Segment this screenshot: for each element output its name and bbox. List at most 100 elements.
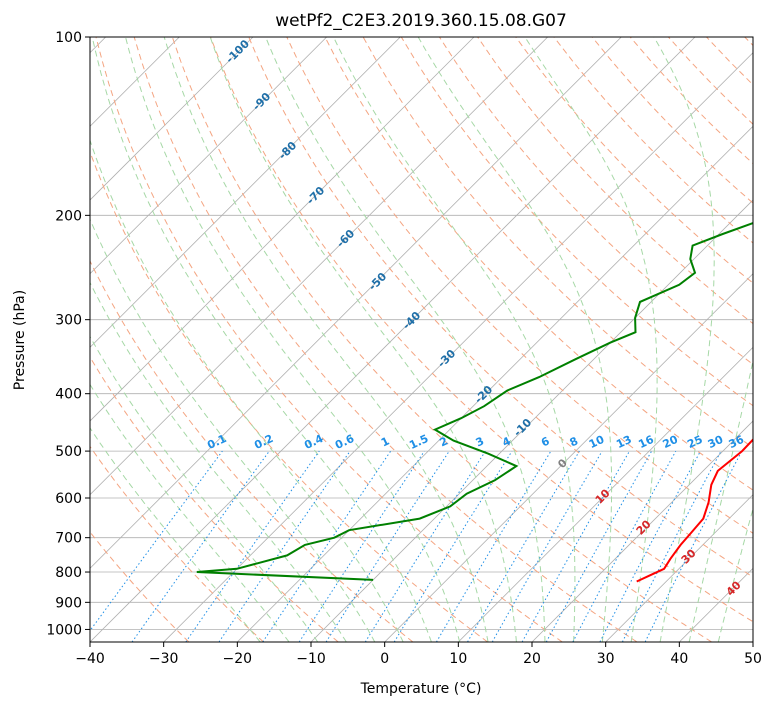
moist-adiabat-line xyxy=(524,37,658,642)
isotherm-line xyxy=(384,273,753,642)
mixing-ratio-lines xyxy=(90,450,743,642)
x-tick-label: 50 xyxy=(744,651,762,667)
x-tick-label: −20 xyxy=(223,651,253,667)
x-tick-label: −40 xyxy=(75,651,105,667)
isobar-grid xyxy=(90,37,753,630)
dry-adiabat-line xyxy=(515,37,753,284)
isotherm-line xyxy=(90,37,548,496)
y-tick-label: 800 xyxy=(55,565,82,581)
dry-adiabat-line xyxy=(133,37,638,642)
isotherm-line xyxy=(310,199,753,642)
moist-adiabat-line xyxy=(333,37,576,642)
moist-adiabat-line xyxy=(417,37,613,642)
dry-adiabat-line xyxy=(286,37,753,534)
dry-adiabat-label: -20 xyxy=(472,383,495,406)
chart-title: wetPf2_C2E3.2019.360.15.08.G07 xyxy=(275,11,567,31)
dry-adiabat-line xyxy=(90,356,339,642)
y-tick-label: 1000 xyxy=(46,622,82,638)
mixing-ratio-label: 16 xyxy=(636,433,656,451)
y-tick-label: 200 xyxy=(55,208,82,224)
mixing-ratio-label: 30 xyxy=(706,433,726,451)
moist-adiabat-line xyxy=(717,506,753,642)
isotherm-line xyxy=(90,37,696,642)
isotherm-line xyxy=(90,37,327,275)
mixing-ratio-line xyxy=(218,450,351,642)
y-tick-label: 900 xyxy=(55,595,82,611)
isotherm-line xyxy=(531,420,753,642)
x-tick-label: 0 xyxy=(380,651,389,667)
moist-adiabat-line xyxy=(688,358,753,642)
mixing-ratio-label: 6 xyxy=(539,434,552,449)
dry-adiabat-line xyxy=(90,259,414,642)
mixing-ratio-label: 3 xyxy=(474,434,486,449)
mixing-ratio-label: 13 xyxy=(614,433,633,451)
dewpoint-line xyxy=(196,221,753,581)
mixing-ratio-label: 25 xyxy=(685,433,704,451)
y-tick-label: 400 xyxy=(55,387,82,403)
x-tick-label: 40 xyxy=(670,651,688,667)
dry-adiabat-line xyxy=(171,37,712,642)
x-tick-label: −10 xyxy=(296,651,326,667)
mixing-ratio-line xyxy=(364,450,486,642)
isotherm-line xyxy=(752,641,753,642)
mixing-ratio-line xyxy=(393,450,513,642)
mixing-ratio-label: 0.4 xyxy=(302,432,325,452)
mixing-ratio-label: 1 xyxy=(379,434,391,449)
mixing-ratio-label: 0.6 xyxy=(333,432,356,452)
dry-adiabat-line xyxy=(90,445,264,642)
isotherm-line xyxy=(90,37,401,348)
moist-adiabat-line xyxy=(209,37,517,642)
y-tick-label: 700 xyxy=(55,531,82,547)
moist-adiabat-line xyxy=(90,335,319,642)
x-axis: −40 −30 −20 −10 0 10 20 30 40 50 xyxy=(75,642,762,667)
mixing-ratio-label: 0.1 xyxy=(205,432,228,452)
moist-adiabat-line xyxy=(125,37,461,642)
x-tick-label: 20 xyxy=(523,651,541,667)
isotherm-line xyxy=(605,494,753,642)
y-tick-label: 300 xyxy=(55,313,82,329)
mixing-ratio-line xyxy=(262,450,392,642)
isotherm-line xyxy=(237,125,753,642)
mixing-ratio-line xyxy=(435,450,552,642)
moist-adiabat-line xyxy=(90,427,261,642)
mixing-ratio-line xyxy=(521,450,630,642)
x-tick-label: 10 xyxy=(449,651,467,667)
mixing-ratio-line xyxy=(325,450,450,642)
mixing-ratio-label: 0.2 xyxy=(252,432,275,452)
mixing-ratio-line xyxy=(90,450,223,632)
dry-adiabat-label: 20 xyxy=(634,517,654,537)
dry-adiabats xyxy=(90,37,753,642)
dry-adiabat-label: -10 xyxy=(511,416,534,439)
isotherm-line xyxy=(90,37,254,201)
moist-adiabat-line xyxy=(90,383,290,642)
moist-adiabat-line xyxy=(90,218,376,642)
mixing-ratio-line xyxy=(644,450,743,642)
isopleth-labels: -100-90-80-70-60-50-40-30-20-10010203040… xyxy=(205,37,746,599)
dry-adiabat-label: -100 xyxy=(223,37,252,66)
mixing-ratio-line xyxy=(545,450,653,642)
isotherm-line xyxy=(90,37,622,569)
y-tick-label: 600 xyxy=(55,491,82,507)
dry-adiabat-line xyxy=(248,37,753,578)
dry-adiabat-line xyxy=(95,37,563,642)
mixing-ratio-line xyxy=(298,450,425,642)
y-tick-label: 500 xyxy=(55,444,82,460)
dry-adiabat-label: -50 xyxy=(366,270,389,293)
mixing-ratio-line xyxy=(599,450,701,642)
mixing-ratio-line xyxy=(185,450,320,642)
moist-adiabats xyxy=(90,37,753,642)
isotherm-line xyxy=(163,52,753,642)
sounding-series xyxy=(196,221,753,583)
isotherm-line xyxy=(458,346,753,642)
dry-adiabat-line xyxy=(90,531,190,642)
isotherm-grid xyxy=(90,37,753,642)
moist-adiabat-line xyxy=(265,37,546,642)
moist-adiabat-line xyxy=(163,37,489,642)
moist-adiabat-line xyxy=(90,138,404,642)
mixing-ratio-label: 36 xyxy=(727,433,747,451)
dry-adiabat-line xyxy=(90,150,488,642)
dry-adiabat-line xyxy=(210,37,753,623)
mixing-ratio-line xyxy=(131,450,270,642)
plot-area: -100-90-80-70-60-50-40-30-20-10010203040… xyxy=(90,37,753,642)
